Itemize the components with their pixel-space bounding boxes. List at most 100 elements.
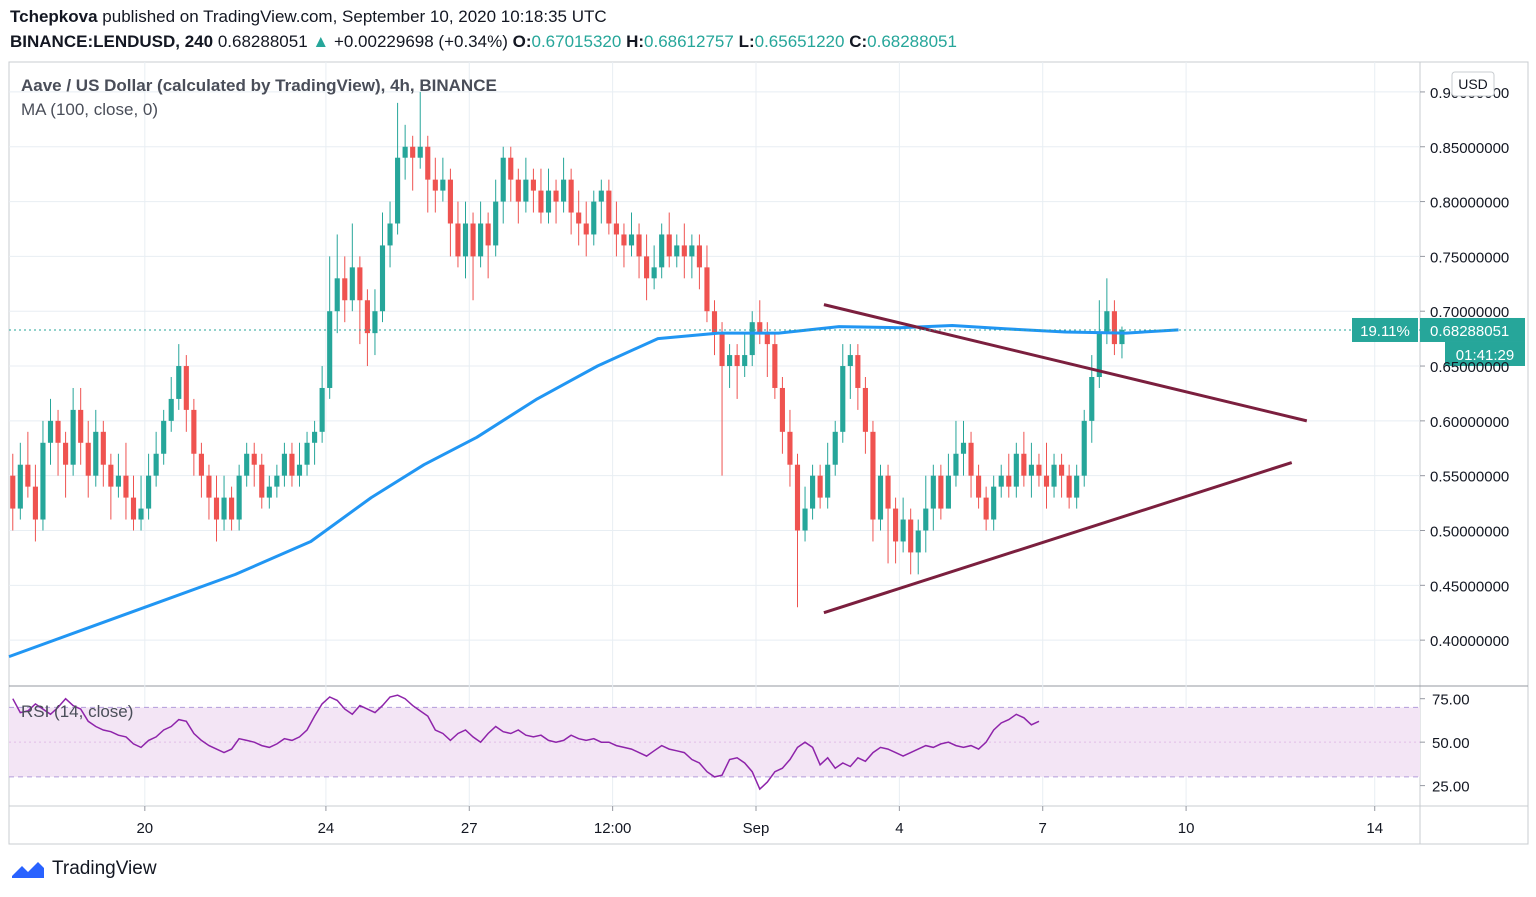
candle-body (85, 442, 91, 476)
price-tick-label: 0.70000000 (1430, 304, 1509, 321)
candle-body (146, 475, 152, 509)
candle-body (115, 475, 121, 487)
candle-body (568, 179, 574, 213)
candle-body (440, 179, 446, 191)
candle-body (991, 486, 997, 520)
candle-body (334, 278, 340, 312)
candle-body (825, 464, 831, 498)
candle-body (402, 146, 408, 158)
time-tick-label: 14 (1366, 820, 1383, 837)
candle-body (636, 234, 642, 257)
ma-line (8, 324, 1179, 659)
candle-body (719, 333, 725, 367)
price-tick-label: 0.40000000 (1430, 633, 1509, 650)
price-tick-label: 0.60000000 (1430, 414, 1509, 431)
price-tick-label: 0.55000000 (1430, 469, 1509, 486)
candle-body (289, 453, 295, 476)
candle-body (515, 179, 521, 202)
candle-body (1043, 475, 1050, 487)
candle-body (349, 267, 355, 301)
candle-body (432, 179, 438, 191)
candle-body (810, 475, 816, 509)
candle-body (817, 475, 823, 498)
rsi-tick-label: 25.00 (1432, 779, 1470, 796)
ohlc-header: BINANCE:LENDUSD, 240 0.68288051 ▲ +0.002… (10, 32, 957, 52)
candle-body (523, 179, 529, 202)
candle-body (25, 464, 31, 487)
candle-body (78, 409, 84, 443)
candle-body (553, 190, 559, 202)
time-tick-label: 4 (895, 820, 903, 837)
main-pane[interactable] (8, 61, 1529, 845)
candle-body (772, 344, 778, 388)
candle-body (478, 223, 484, 257)
close-label: C: (849, 32, 868, 51)
author-name[interactable]: Tchepkova (10, 7, 98, 26)
candle-body (342, 278, 348, 301)
candle-body (1104, 311, 1110, 334)
price-tick-label: 0.45000000 (1430, 578, 1509, 595)
candle-body (1013, 453, 1019, 487)
candle-body (764, 333, 770, 345)
brand-name: TradingView (52, 858, 157, 879)
last-price-label (1420, 317, 1525, 342)
candle-body (704, 267, 710, 312)
time-tick-label: 7 (1039, 820, 1047, 837)
candle-body (538, 190, 544, 213)
candle-body (908, 519, 914, 553)
candle-body (1089, 377, 1095, 421)
candle-body (1111, 311, 1117, 345)
candle-body (915, 530, 921, 553)
open-value: 0.67015320 (531, 32, 622, 51)
candle-body (545, 190, 552, 213)
candle-body (447, 179, 453, 224)
candle-body (266, 486, 272, 498)
candle-body (802, 508, 808, 531)
candle-body (727, 355, 733, 367)
candle-body (591, 201, 597, 235)
candle-body (259, 464, 265, 498)
candle-body (70, 409, 76, 465)
candle-body (100, 431, 106, 465)
candle-body (251, 453, 257, 465)
time-tick-label: 12:00 (594, 820, 632, 837)
candle-body (17, 464, 23, 509)
rsi-label: RSI (14, close) (21, 702, 133, 721)
candle-body (236, 475, 242, 520)
candle-body (734, 355, 740, 367)
candle-body (893, 508, 899, 542)
footer-brand[interactable]: TradingView (10, 858, 157, 880)
time-tick-label: 24 (318, 820, 335, 837)
rsi-band-group (9, 706, 1420, 778)
low-value: 0.65651220 (754, 32, 845, 51)
candle-body (787, 431, 793, 465)
candle-body (1036, 464, 1042, 476)
candle-body (108, 464, 114, 487)
candle-body (945, 475, 951, 509)
candle-body (319, 387, 325, 432)
candle-body (485, 223, 491, 246)
candle-body (470, 223, 476, 257)
up-arrow-icon: ▲ (312, 32, 330, 51)
candle-body (379, 245, 386, 312)
candle-body (606, 190, 612, 224)
candle-body (244, 453, 250, 476)
candle-body (206, 475, 212, 498)
ma-label: MA (100, close, 0) (21, 100, 158, 119)
candle-body (1066, 475, 1072, 498)
high-value: 0.68612757 (644, 32, 734, 51)
candle-body (749, 322, 755, 356)
candle-body (711, 311, 718, 334)
change-badge (1352, 317, 1418, 342)
candle-body (191, 409, 197, 454)
candle-body (455, 223, 461, 257)
candle-body (508, 157, 514, 180)
candle-body (976, 475, 982, 498)
time-tick-label: 10 (1178, 820, 1195, 837)
candle-body (296, 464, 303, 476)
candle-body (628, 234, 635, 246)
currency-button[interactable] (1451, 71, 1495, 97)
candle-body (968, 442, 974, 476)
candle-body (862, 387, 868, 432)
